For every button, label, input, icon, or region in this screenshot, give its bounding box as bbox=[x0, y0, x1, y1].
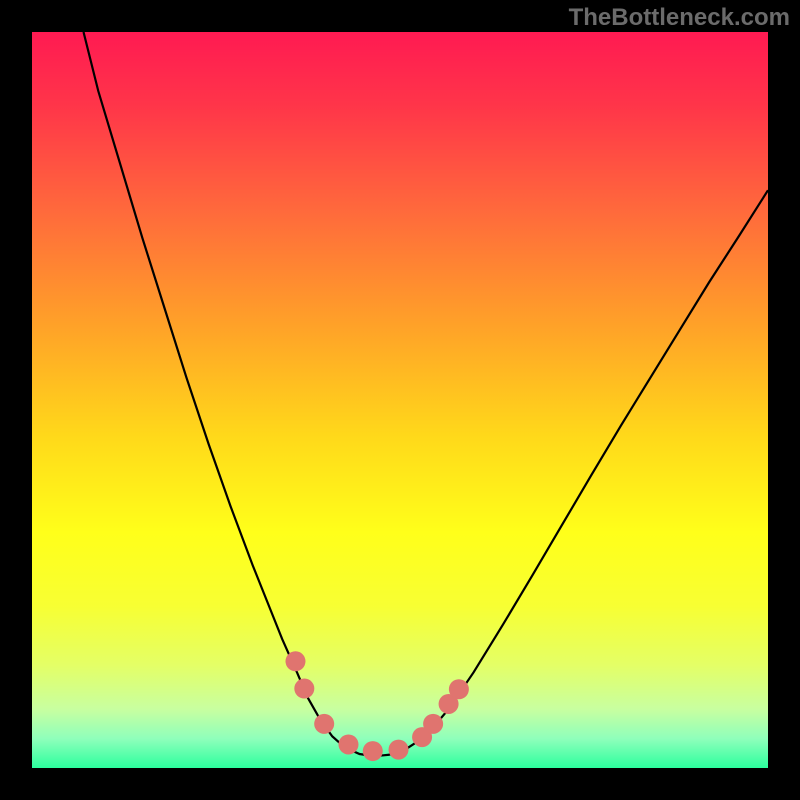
curve-marker bbox=[363, 741, 383, 761]
chart-plot-area bbox=[32, 32, 768, 768]
curve-marker bbox=[338, 734, 358, 754]
chart-outer-frame: TheBottleneck.com bbox=[0, 0, 800, 800]
watermark-text: TheBottleneck.com bbox=[569, 4, 790, 32]
curve-marker bbox=[449, 679, 469, 699]
curve-marker bbox=[294, 679, 314, 699]
curve-marker bbox=[314, 714, 334, 734]
gradient-background-rect bbox=[32, 32, 768, 768]
curve-marker bbox=[285, 651, 305, 671]
curve-marker bbox=[423, 714, 443, 734]
curve-marker bbox=[389, 740, 409, 760]
